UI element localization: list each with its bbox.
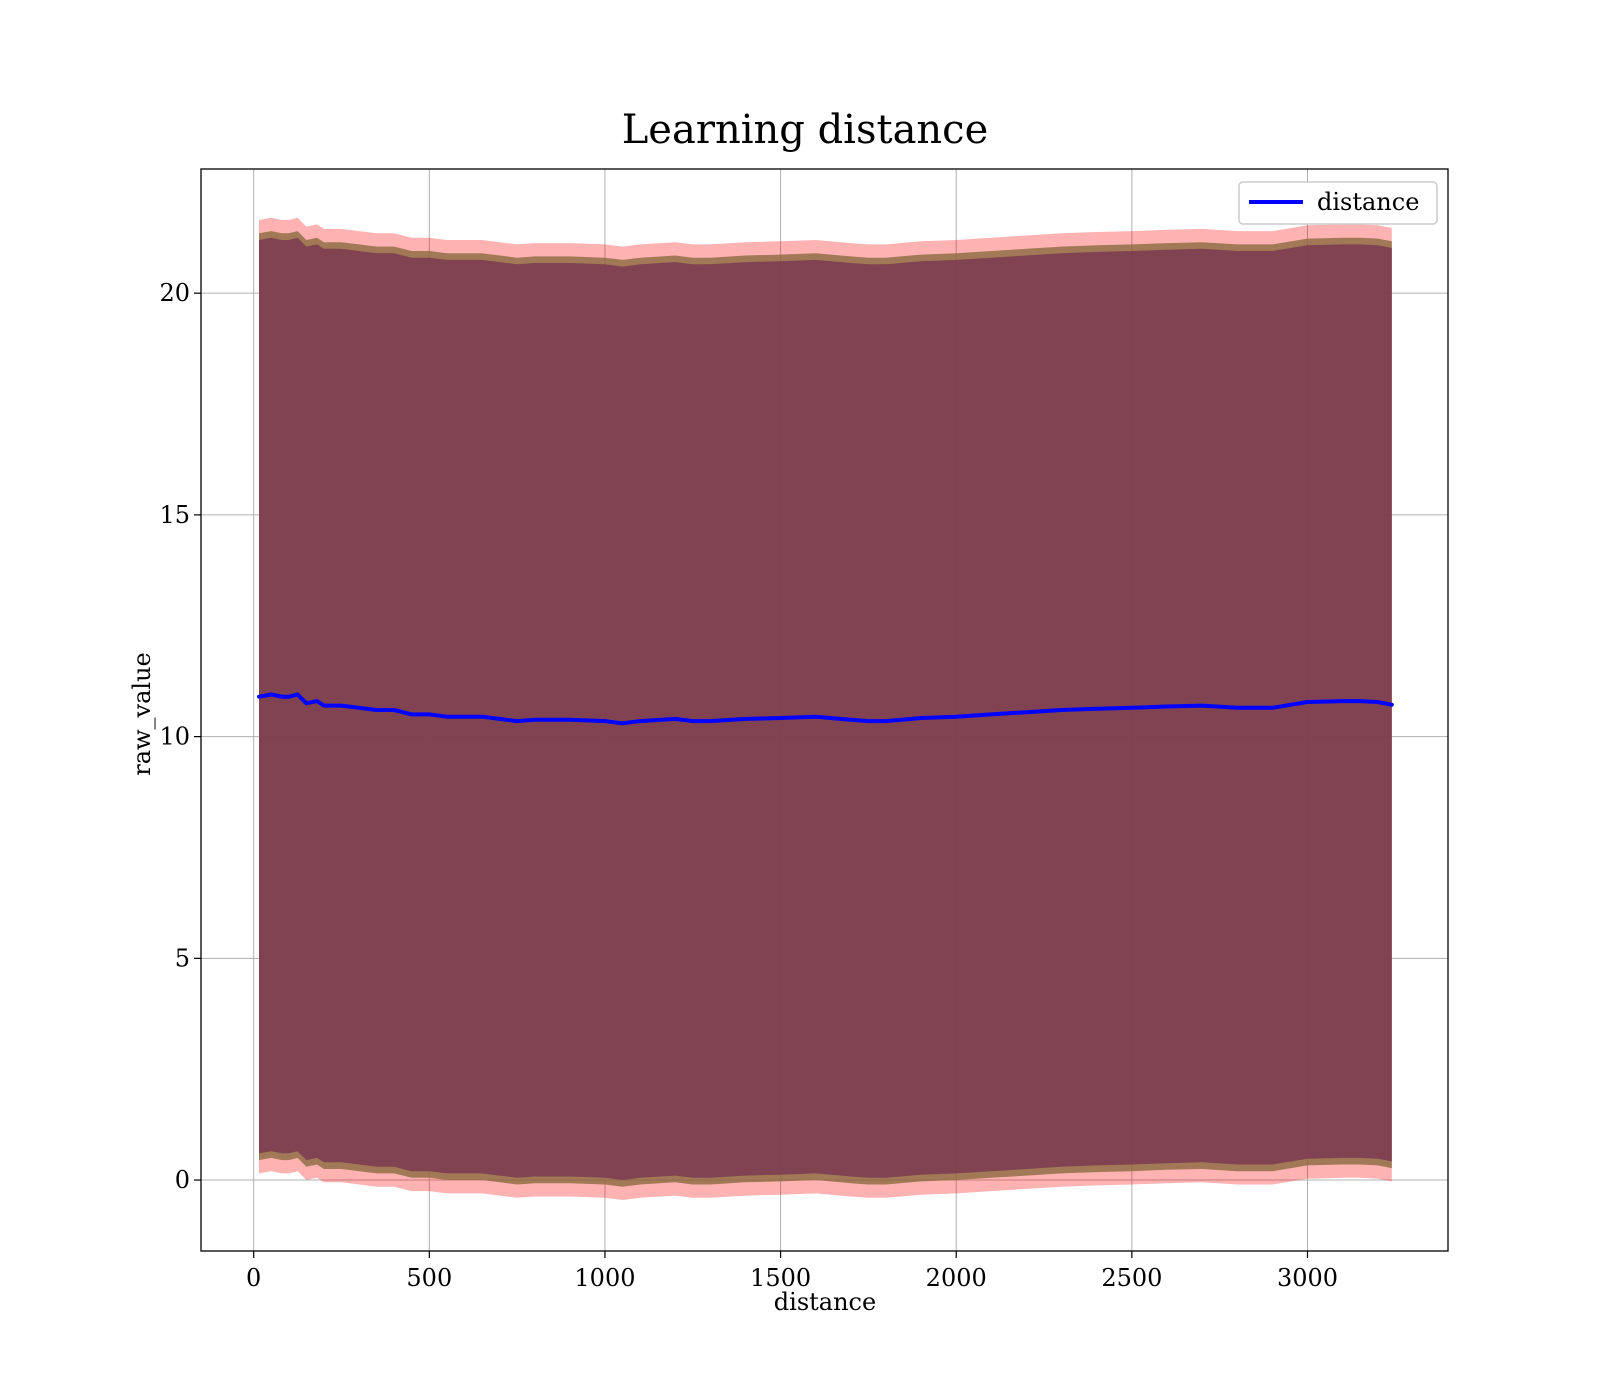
x-tick-label: 2500 <box>1101 1264 1162 1292</box>
x-axis-label: distance <box>774 1288 876 1316</box>
y-tick-label: 10 <box>159 723 190 751</box>
y-tick-label: 20 <box>159 279 190 307</box>
inner-band <box>259 237 1392 1180</box>
legend: distance <box>1238 181 1438 225</box>
legend-label-distance: distance <box>1317 188 1419 216</box>
x-tick-label: 3000 <box>1277 1264 1338 1292</box>
plot-area: 0 500 1000 1500 2000 2500 3000 0 5 10 15 20 <box>159 168 1449 1292</box>
y-tick-label: 5 <box>175 944 190 972</box>
y-tick-label: 0 <box>175 1166 190 1194</box>
chart-title: Learning distance <box>622 107 989 153</box>
legend-box <box>1238 181 1438 225</box>
x-tick-label: 0 <box>246 1264 261 1292</box>
y-tick-label: 15 <box>159 501 190 529</box>
y-axis-label: raw_value <box>128 652 156 776</box>
x-tick-label: 500 <box>406 1264 452 1292</box>
plot-frame <box>200 168 1449 1252</box>
x-tick-label: 1500 <box>750 1264 811 1292</box>
x-tick-label: 2000 <box>926 1264 987 1292</box>
x-tick-label: 1000 <box>574 1264 635 1292</box>
